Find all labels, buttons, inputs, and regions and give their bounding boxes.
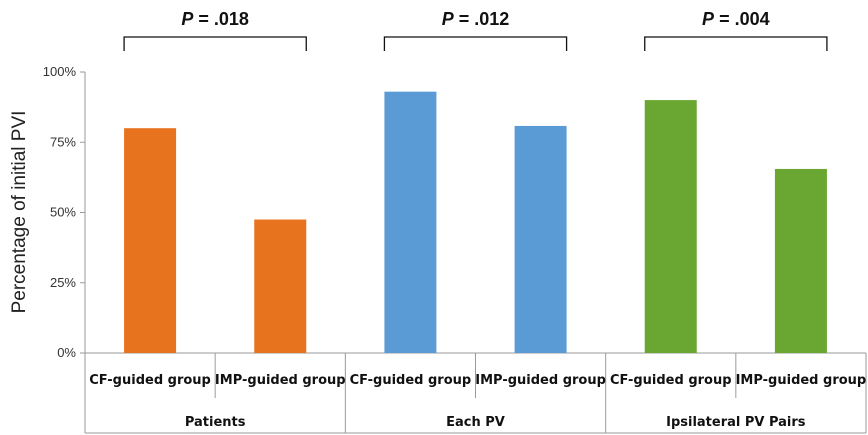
y-tick-label: 50% [50,205,76,220]
category-label: CF-guided group [89,373,211,388]
bar [514,125,567,354]
y-axis-title: Percentage of initial PVI [9,111,30,314]
significance-bracket [644,36,828,51]
bar [644,100,697,353]
y-tick-label: 100% [43,64,77,79]
bars [124,91,827,354]
p-value-label: P = .004 [702,9,770,29]
bar [384,91,437,354]
y-tick-label: 75% [50,134,76,149]
bar [124,128,177,353]
axes [80,71,867,434]
p-value-label: P = .012 [442,9,510,29]
group-label: Each PV [446,415,505,430]
significance-brackets: P = .018 P = .012 P = .004 [123,9,828,51]
y-tick-label: 0% [57,345,76,360]
significance-bracket [383,36,568,51]
bar [774,168,827,353]
group-label: Ipsilateral PV Pairs [666,415,806,430]
category-label: CF-guided group [350,373,472,388]
category-label: IMP-guided group [736,373,867,388]
group-label: Patients [185,415,246,430]
bar [254,219,307,353]
p-value-label: P = .018 [181,9,249,29]
category-label: IMP-guided group [215,373,346,388]
category-label: CF-guided group [610,373,732,388]
category-label: IMP-guided group [475,373,606,388]
labels: 0%25%50%75%100%CF-guided group IMP-guided… [43,64,866,430]
y-tick-label: 25% [50,275,76,290]
significance-bracket [123,36,307,51]
